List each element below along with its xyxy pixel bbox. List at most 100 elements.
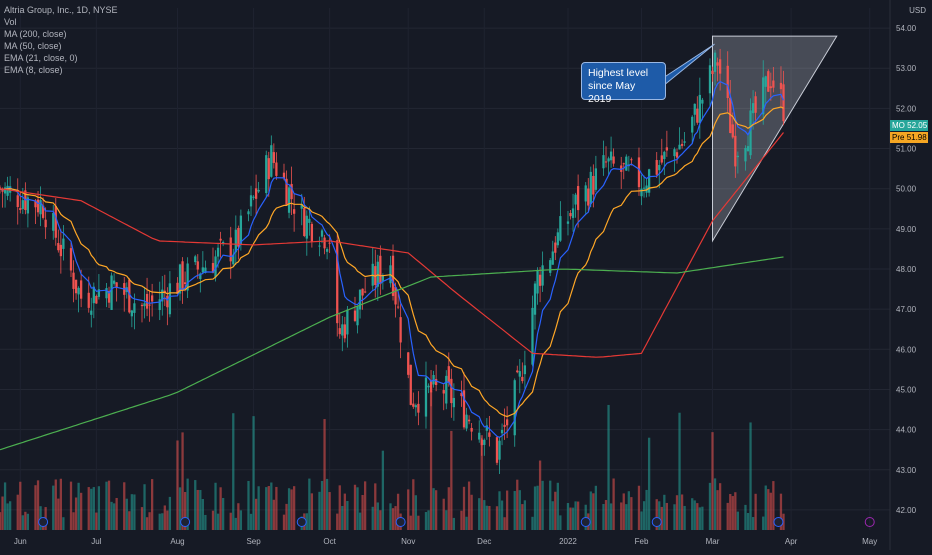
candle-body: [176, 282, 179, 294]
candle-body: [199, 273, 202, 280]
volume-bar: [57, 498, 60, 530]
y-tick-label: 48.00: [896, 265, 917, 274]
candle-body: [16, 195, 19, 208]
volume-bar: [645, 489, 648, 530]
volume-bar: [445, 510, 448, 530]
ma200-line: [0, 256, 784, 451]
candle-body: [6, 185, 9, 196]
candle-body: [201, 267, 204, 273]
x-tick-label: Aug: [170, 537, 184, 546]
x-tick-label: May: [862, 537, 877, 546]
annotation-callout[interactable]: Highest level since May 2019: [581, 62, 666, 105]
candle-body: [305, 215, 308, 239]
candle-body: [726, 65, 729, 99]
volume-bar: [77, 482, 80, 530]
volume-bar: [379, 510, 382, 530]
volume-bar: [762, 516, 765, 530]
candle-body: [498, 440, 501, 460]
candle-body: [320, 230, 324, 237]
candle-body: [77, 287, 80, 295]
volume-bar: [341, 505, 344, 530]
volume-bar: [290, 489, 293, 530]
candle-body: [594, 168, 598, 190]
candle-body: [272, 152, 275, 163]
y-tick-label: 46.00: [896, 345, 917, 354]
volume-bar: [658, 501, 661, 530]
volume-bar: [105, 481, 108, 530]
candle-body: [237, 228, 240, 247]
candle-body: [452, 397, 456, 408]
y-tick-label: 53.00: [896, 64, 917, 73]
volume-bar: [194, 480, 197, 530]
volume-bar: [566, 503, 570, 530]
volume-bar: [414, 495, 417, 530]
volume-bar: [409, 515, 412, 530]
candle-body: [287, 187, 291, 213]
volume-bar: [620, 502, 623, 530]
candle-body: [571, 208, 575, 218]
candle-body: [57, 243, 60, 251]
volume-bar: [769, 492, 772, 530]
candle-body: [310, 223, 314, 242]
volume-bar: [503, 517, 506, 530]
volume-bar: [516, 479, 519, 530]
volume-bar: [505, 490, 509, 530]
moving-averages: [0, 80, 785, 451]
event-icon: [580, 517, 591, 527]
candle-body: [341, 324, 344, 336]
candle-body: [194, 256, 197, 263]
candle-body: [39, 200, 42, 215]
candle-body: [637, 157, 641, 188]
candle-body: [625, 156, 628, 171]
volume-bar: [513, 491, 516, 530]
candle-body: [353, 310, 357, 321]
triangle-pattern: [662, 35, 838, 243]
volume-bar: [716, 490, 719, 530]
candle-body: [424, 377, 428, 417]
candle-body: [181, 261, 184, 291]
volume-bar: [128, 511, 131, 530]
candle-body: [554, 242, 557, 253]
volume-bar: [556, 482, 559, 530]
volume-bar: [731, 496, 734, 530]
candle-body: [72, 272, 75, 289]
candle-body: [343, 324, 346, 339]
volume-bar: [26, 513, 30, 530]
x-tick-label: Oct: [323, 537, 336, 546]
volume-bar: [673, 504, 676, 530]
volume-bar: [87, 487, 90, 530]
candle-body: [391, 255, 395, 296]
volume-bar: [485, 505, 488, 530]
volume-bar: [21, 515, 24, 530]
candle-body: [622, 163, 625, 165]
volume-bar: [782, 513, 785, 530]
candle-body: [762, 77, 765, 115]
volume-bar: [143, 484, 146, 530]
candle-body: [409, 364, 412, 405]
candle-body: [257, 189, 260, 192]
candle-body: [584, 185, 587, 202]
candle-body: [166, 295, 169, 308]
candle-body: [130, 310, 133, 317]
candle-body: [734, 135, 737, 167]
volume-bar: [201, 499, 204, 530]
volume-bar: [549, 480, 552, 530]
volume-bar: [54, 479, 57, 530]
volume-bar: [594, 485, 598, 530]
candle-body: [645, 185, 648, 193]
candle-body: [133, 303, 136, 313]
candle-body: [396, 306, 400, 308]
candle-body: [488, 432, 491, 437]
volume-bar: [1, 496, 4, 530]
volume-bar: [427, 510, 430, 530]
candle-body: [161, 289, 164, 302]
volume-bar: [751, 517, 755, 530]
candle-body: [465, 414, 468, 429]
candle-body: [186, 263, 189, 291]
volume-bar: [92, 487, 95, 530]
volume-bar: [764, 485, 767, 530]
candle-body: [282, 172, 286, 179]
candle-body: [204, 267, 207, 273]
